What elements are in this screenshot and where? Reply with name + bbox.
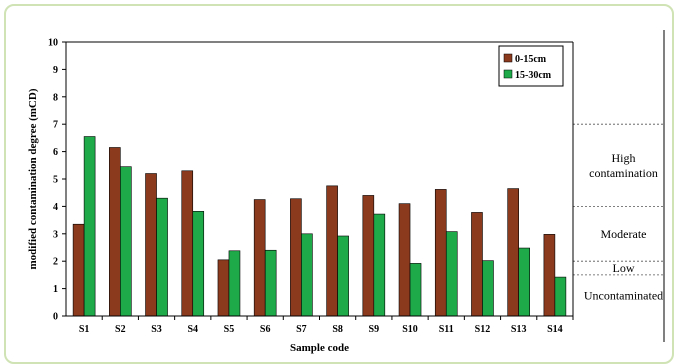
x-axis-ticks: S1 S2 S3 S4 S5 S6 S7 S8 S9 S10 S11 S12 S13 S14 [79, 316, 574, 335]
zone-label: Moderate [601, 227, 647, 241]
zone-label: High [612, 151, 636, 165]
bar-0-15cm [398, 203, 411, 317]
x-tick-label: S7 [296, 324, 307, 335]
bar-0-15cm [217, 259, 230, 317]
x-tick-label: S2 [115, 324, 126, 335]
bar-15-30cm [301, 233, 313, 317]
x-tick-label: S9 [369, 324, 380, 335]
bar-15-30cm [228, 250, 241, 317]
bars-group [72, 136, 567, 317]
bar-0-15cm [181, 170, 194, 317]
x-tick-label: S4 [187, 324, 198, 335]
bar-15-30cm [120, 166, 132, 317]
legend-label: 0-15cm [515, 54, 547, 65]
legend: 0-15cm 15-30cm [498, 45, 564, 87]
y-tick-label: 9 [53, 65, 58, 76]
bar-15-30cm [518, 247, 530, 317]
y-tick-label: 10 [48, 38, 58, 49]
bar-15-30cm [445, 231, 458, 317]
bar-15-30cm [373, 213, 386, 317]
bar-0-15cm [290, 198, 302, 317]
x-tick-label: S1 [79, 324, 90, 335]
legend-swatch [503, 53, 513, 63]
x-tick-label: S14 [547, 324, 563, 335]
zone-label: contamination [589, 166, 658, 180]
zone-label: Low [613, 261, 635, 275]
bar-0-15cm [507, 188, 519, 317]
bar-15-30cm [264, 249, 277, 317]
bar-chart: 0 1 2 3 4 5 6 7 8 9 10 S1 S2 S3 S4 S5 S6 S7 S8 S9 S10 S11 S12… [27, 30, 665, 354]
bar-0-15cm [434, 189, 447, 317]
y-tick-label: 5 [53, 175, 58, 186]
bar-15-30cm [156, 197, 168, 317]
bar-0-15cm [109, 147, 121, 317]
y-tick-label: 8 [53, 92, 58, 103]
x-tick-label: S13 [511, 324, 527, 335]
y-tick-label: 2 [53, 257, 58, 268]
bar-15-30cm [409, 263, 422, 317]
bar-0-15cm [72, 223, 85, 317]
x-tick-label: S10 [402, 324, 418, 335]
bar-0-15cm [145, 173, 157, 317]
x-tick-label: S3 [151, 324, 162, 335]
bar-0-15cm [362, 195, 375, 317]
y-axis-ticks: 0 1 2 3 4 5 6 7 8 9 10 [48, 38, 66, 323]
y-tick-label: 7 [53, 120, 58, 131]
bar-0-15cm [471, 212, 483, 317]
bar-15-30cm [192, 211, 205, 317]
bar-0-15cm [326, 185, 338, 317]
legend-swatch [503, 69, 513, 79]
x-tick-label: S6 [260, 324, 271, 335]
y-tick-label: 3 [53, 229, 58, 240]
bar-0-15cm [253, 199, 266, 317]
y-tick-label: 1 [53, 284, 58, 295]
y-tick-label: 4 [53, 202, 58, 213]
zone-label: Uncontaminated [584, 288, 663, 302]
x-tick-label: S12 [475, 324, 491, 335]
y-axis-title: modified contamination degree (mCD) [27, 88, 39, 269]
x-tick-label: S5 [224, 324, 235, 335]
bar-15-30cm [83, 136, 96, 317]
bar-15-30cm [482, 260, 494, 317]
x-tick-label: S11 [439, 324, 454, 335]
bar-15-30cm [554, 276, 567, 317]
legend-box [498, 45, 564, 87]
x-axis-title: Sample code [290, 342, 349, 354]
y-tick-label: 0 [53, 312, 58, 323]
x-tick-label: S8 [332, 324, 343, 335]
bar-0-15cm [543, 234, 556, 317]
legend-label: 15-30cm [515, 70, 552, 81]
y-tick-label: 6 [53, 147, 58, 158]
bar-15-30cm [337, 235, 349, 317]
